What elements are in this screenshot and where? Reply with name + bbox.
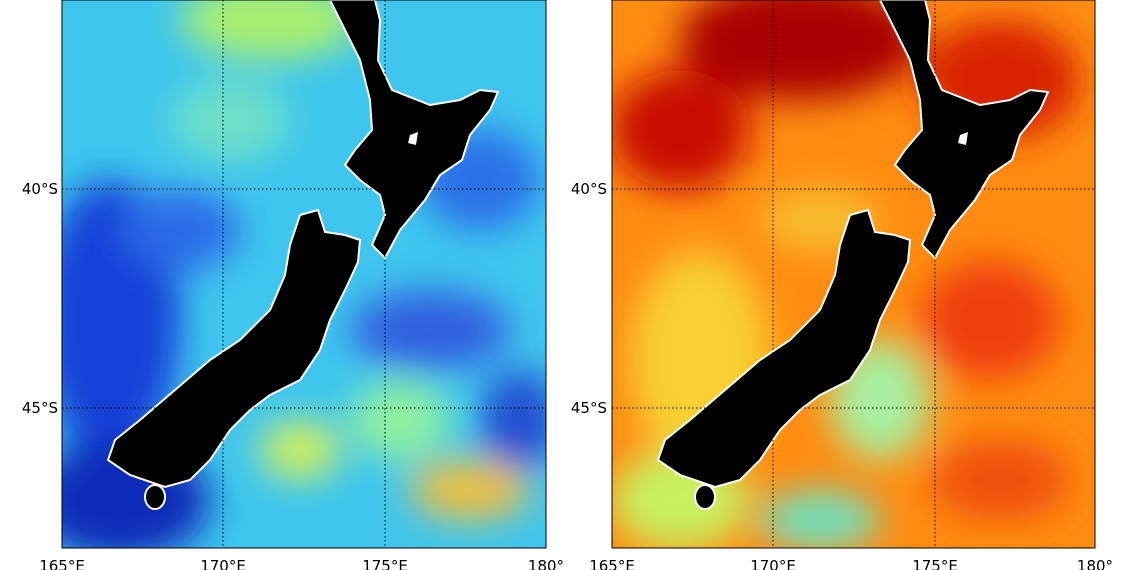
graticule bbox=[62, 0, 546, 548]
x-tick-label: 180° bbox=[528, 557, 564, 570]
panel-frame bbox=[61, 0, 547, 549]
x-tick-label: 165°E bbox=[589, 557, 635, 570]
y-tick-label: 40°S bbox=[571, 180, 607, 198]
map-panel-1 bbox=[62, 0, 546, 548]
map-panel-2 bbox=[612, 0, 1095, 548]
x-tick-label: 165°E bbox=[39, 557, 85, 570]
graticule bbox=[612, 0, 1095, 548]
x-tick-label: 175°E bbox=[362, 557, 408, 570]
labels: 40°S 45°S 165°E 170°E 175°E 180° 40°S 45°S 165°E… bbox=[22, 180, 1113, 570]
x-tick-label: 175°E bbox=[912, 557, 958, 570]
field-blobs bbox=[612, 0, 1080, 548]
x-tick-label: 170°E bbox=[750, 557, 796, 570]
y-tick-label: 45°S bbox=[571, 399, 607, 417]
x-tick-label: 170°E bbox=[200, 557, 246, 570]
y-tick-label: 45°S bbox=[22, 399, 58, 417]
x-tick-label: 180° bbox=[1077, 557, 1113, 570]
panel-frame bbox=[611, 0, 1096, 549]
y-tick-label: 40°S bbox=[22, 180, 58, 198]
